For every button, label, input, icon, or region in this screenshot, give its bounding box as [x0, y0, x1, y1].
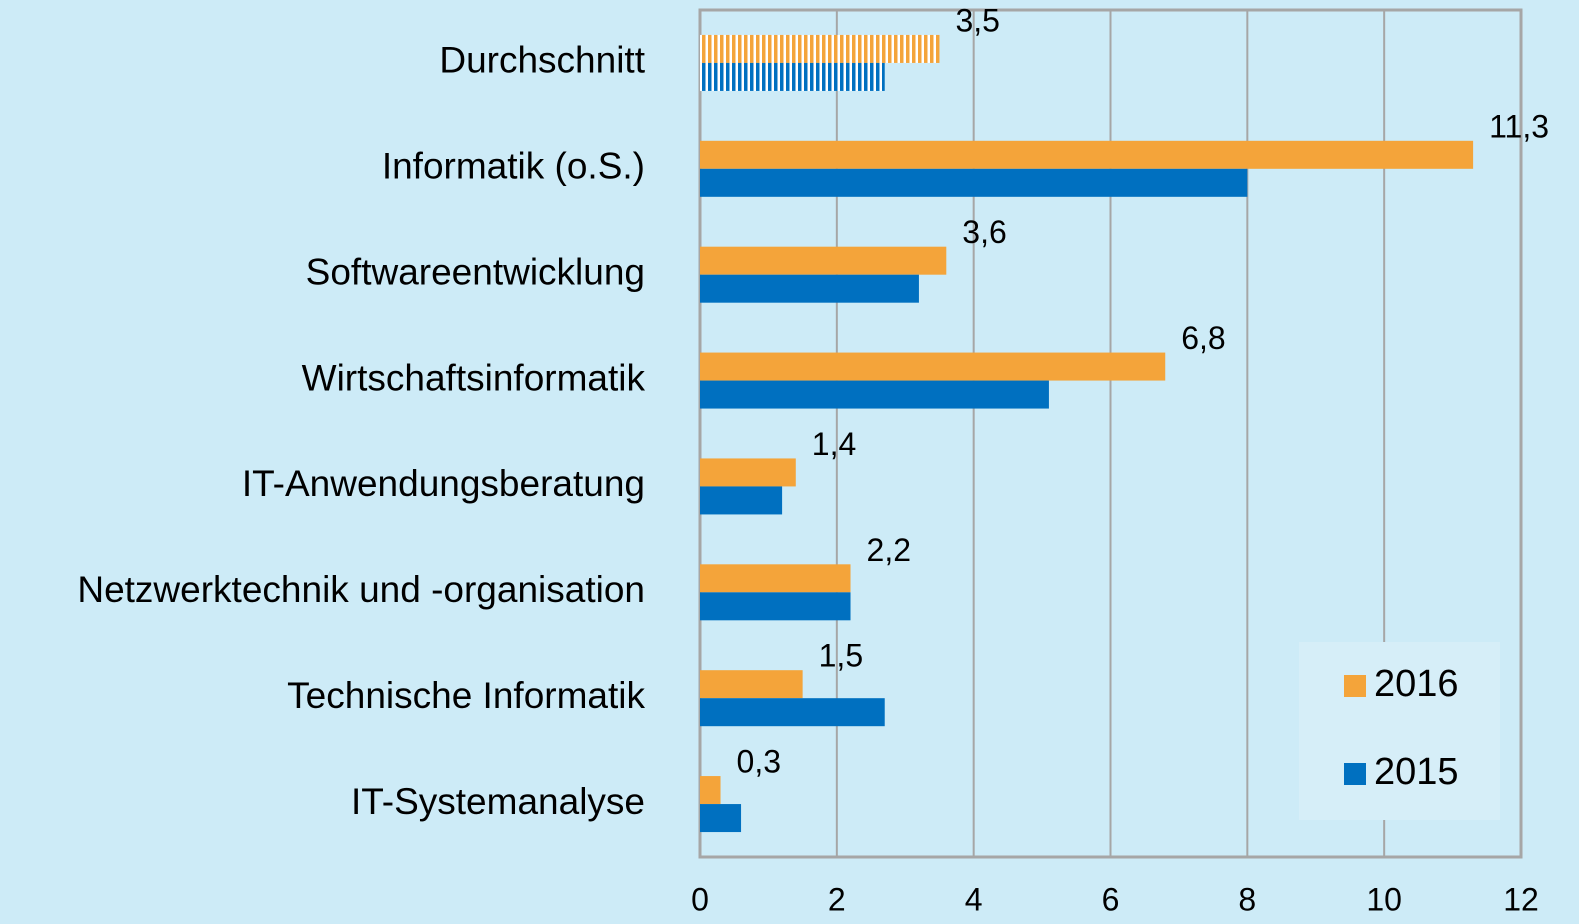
- bar: [700, 352, 1166, 381]
- bar: [700, 168, 1248, 197]
- bar: [700, 698, 885, 727]
- bar: [700, 592, 851, 621]
- x-tick-label: 4: [965, 881, 983, 917]
- bar: [700, 62, 885, 91]
- y-tick-label: Wirtschaftsinformatik: [302, 357, 646, 398]
- data-label: 11,3: [1489, 108, 1549, 144]
- data-label: 0,3: [737, 744, 781, 780]
- data-label: 1,4: [812, 426, 856, 462]
- data-label: 3,6: [962, 214, 1006, 250]
- bar: [700, 34, 940, 63]
- bar: [700, 246, 947, 275]
- x-tick-label: 2: [828, 881, 846, 917]
- x-tick-label: 0: [691, 881, 709, 917]
- bar: [700, 776, 721, 805]
- y-tick-label: Softwareentwicklung: [306, 251, 645, 292]
- bar: [700, 670, 803, 699]
- plot-border: [698, 8, 1523, 859]
- x-tick-label: 10: [1366, 881, 1402, 917]
- bar: [700, 486, 783, 515]
- legend-swatch: [1344, 675, 1366, 697]
- y-tick-label: Informatik (o.S.): [382, 146, 645, 187]
- x-tick-label: 6: [1102, 881, 1120, 917]
- bar: [700, 458, 796, 487]
- legend-label: 2015: [1374, 751, 1459, 793]
- y-tick-label: Technische Informatik: [287, 675, 645, 716]
- bar: [700, 804, 742, 833]
- y-tick-label: Durchschnitt: [439, 40, 645, 81]
- x-tick-label: 8: [1238, 881, 1256, 917]
- legend-label: 2016: [1374, 663, 1459, 705]
- bar: [700, 564, 851, 593]
- data-label: 3,5: [955, 2, 999, 38]
- legend-box: [1299, 642, 1500, 820]
- bar: [700, 380, 1049, 409]
- data-label: 1,5: [819, 638, 863, 674]
- data-label: 2,2: [867, 532, 911, 568]
- data-label: 6,8: [1181, 320, 1225, 356]
- x-tick-label: 12: [1503, 881, 1539, 917]
- y-tick-label: IT-Systemanalyse: [351, 781, 645, 822]
- legend-swatch: [1344, 763, 1366, 785]
- bar: [700, 274, 919, 303]
- bar: [700, 140, 1474, 169]
- y-tick-label: Netzwerktechnik und -organisation: [77, 569, 645, 610]
- y-tick-label: IT-Anwendungsberatung: [242, 463, 645, 504]
